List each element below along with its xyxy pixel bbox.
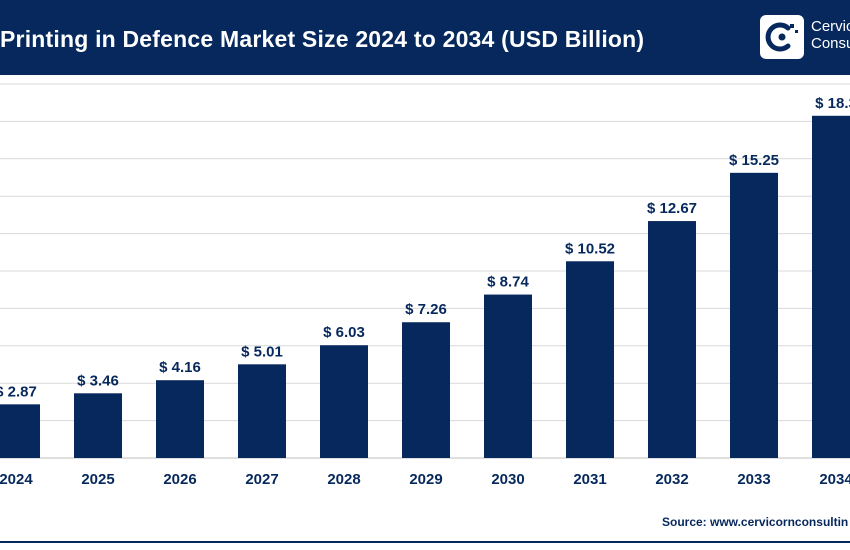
value-label: $ 15.25 [729,152,779,169]
bar-2028 [320,345,368,458]
x-tick-label: 2028 [327,471,360,488]
bar-2031 [566,261,614,458]
x-tick-label: 2033 [737,471,770,488]
value-label: $ 4.16 [159,359,201,376]
value-label: $ 5.01 [241,343,283,360]
x-tick-label: 2024 [0,471,33,488]
chart-header: Printing in Defence Market Size 2024 to … [0,0,850,75]
value-label: $ 12.67 [647,200,697,217]
bottom-divider [0,541,850,543]
brand-logo [760,15,804,59]
bar-2033 [730,172,778,458]
x-tick-label: 2029 [409,471,442,488]
bar-2027 [238,364,286,458]
x-tick-label: 2034 [819,471,850,488]
value-label: $ 3.46 [77,372,119,389]
x-tick-label: 2025 [81,471,114,488]
value-labels: $ 2.87 $ 3.46 $ 4.16 $ 5.01 $ 6.03 $ 7.26 $ 8.… [0,95,850,401]
x-tick-label: 2026 [163,471,196,488]
bar-2030 [484,294,532,458]
bar-2029 [402,322,450,458]
value-label: $ 2.87 [0,383,37,400]
logo-icon [765,22,798,52]
source-text: Source: www.cervicornconsultin [662,515,849,529]
value-label: $ 8.74 [487,274,529,291]
bar-2024 [0,404,40,458]
x-axis-ticks: 2024 2025 2026 2027 2028 2029 2030 2031 2032 2033… [0,471,850,488]
value-label: $ 6.03 [323,324,365,341]
bars [0,115,850,458]
bar-2026 [156,380,204,458]
x-tick-label: 2030 [491,471,524,488]
bar-2034 [812,115,850,458]
bar-2025 [74,393,122,458]
logo-text: Cervic Consu [811,18,850,52]
bar-2032 [648,221,696,458]
x-tick-label: 2031 [573,471,606,488]
logo-line-1: Cervic [811,18,850,35]
x-tick-label: 2027 [245,471,278,488]
x-tick-label: 2032 [655,471,688,488]
value-label: $ 10.52 [565,240,615,257]
logo-line-2: Consu [811,35,850,52]
value-label: $ 18.3 [815,95,850,112]
value-label: $ 7.26 [405,301,447,318]
chart-title: Printing in Defence Market Size 2024 to … [0,26,645,52]
